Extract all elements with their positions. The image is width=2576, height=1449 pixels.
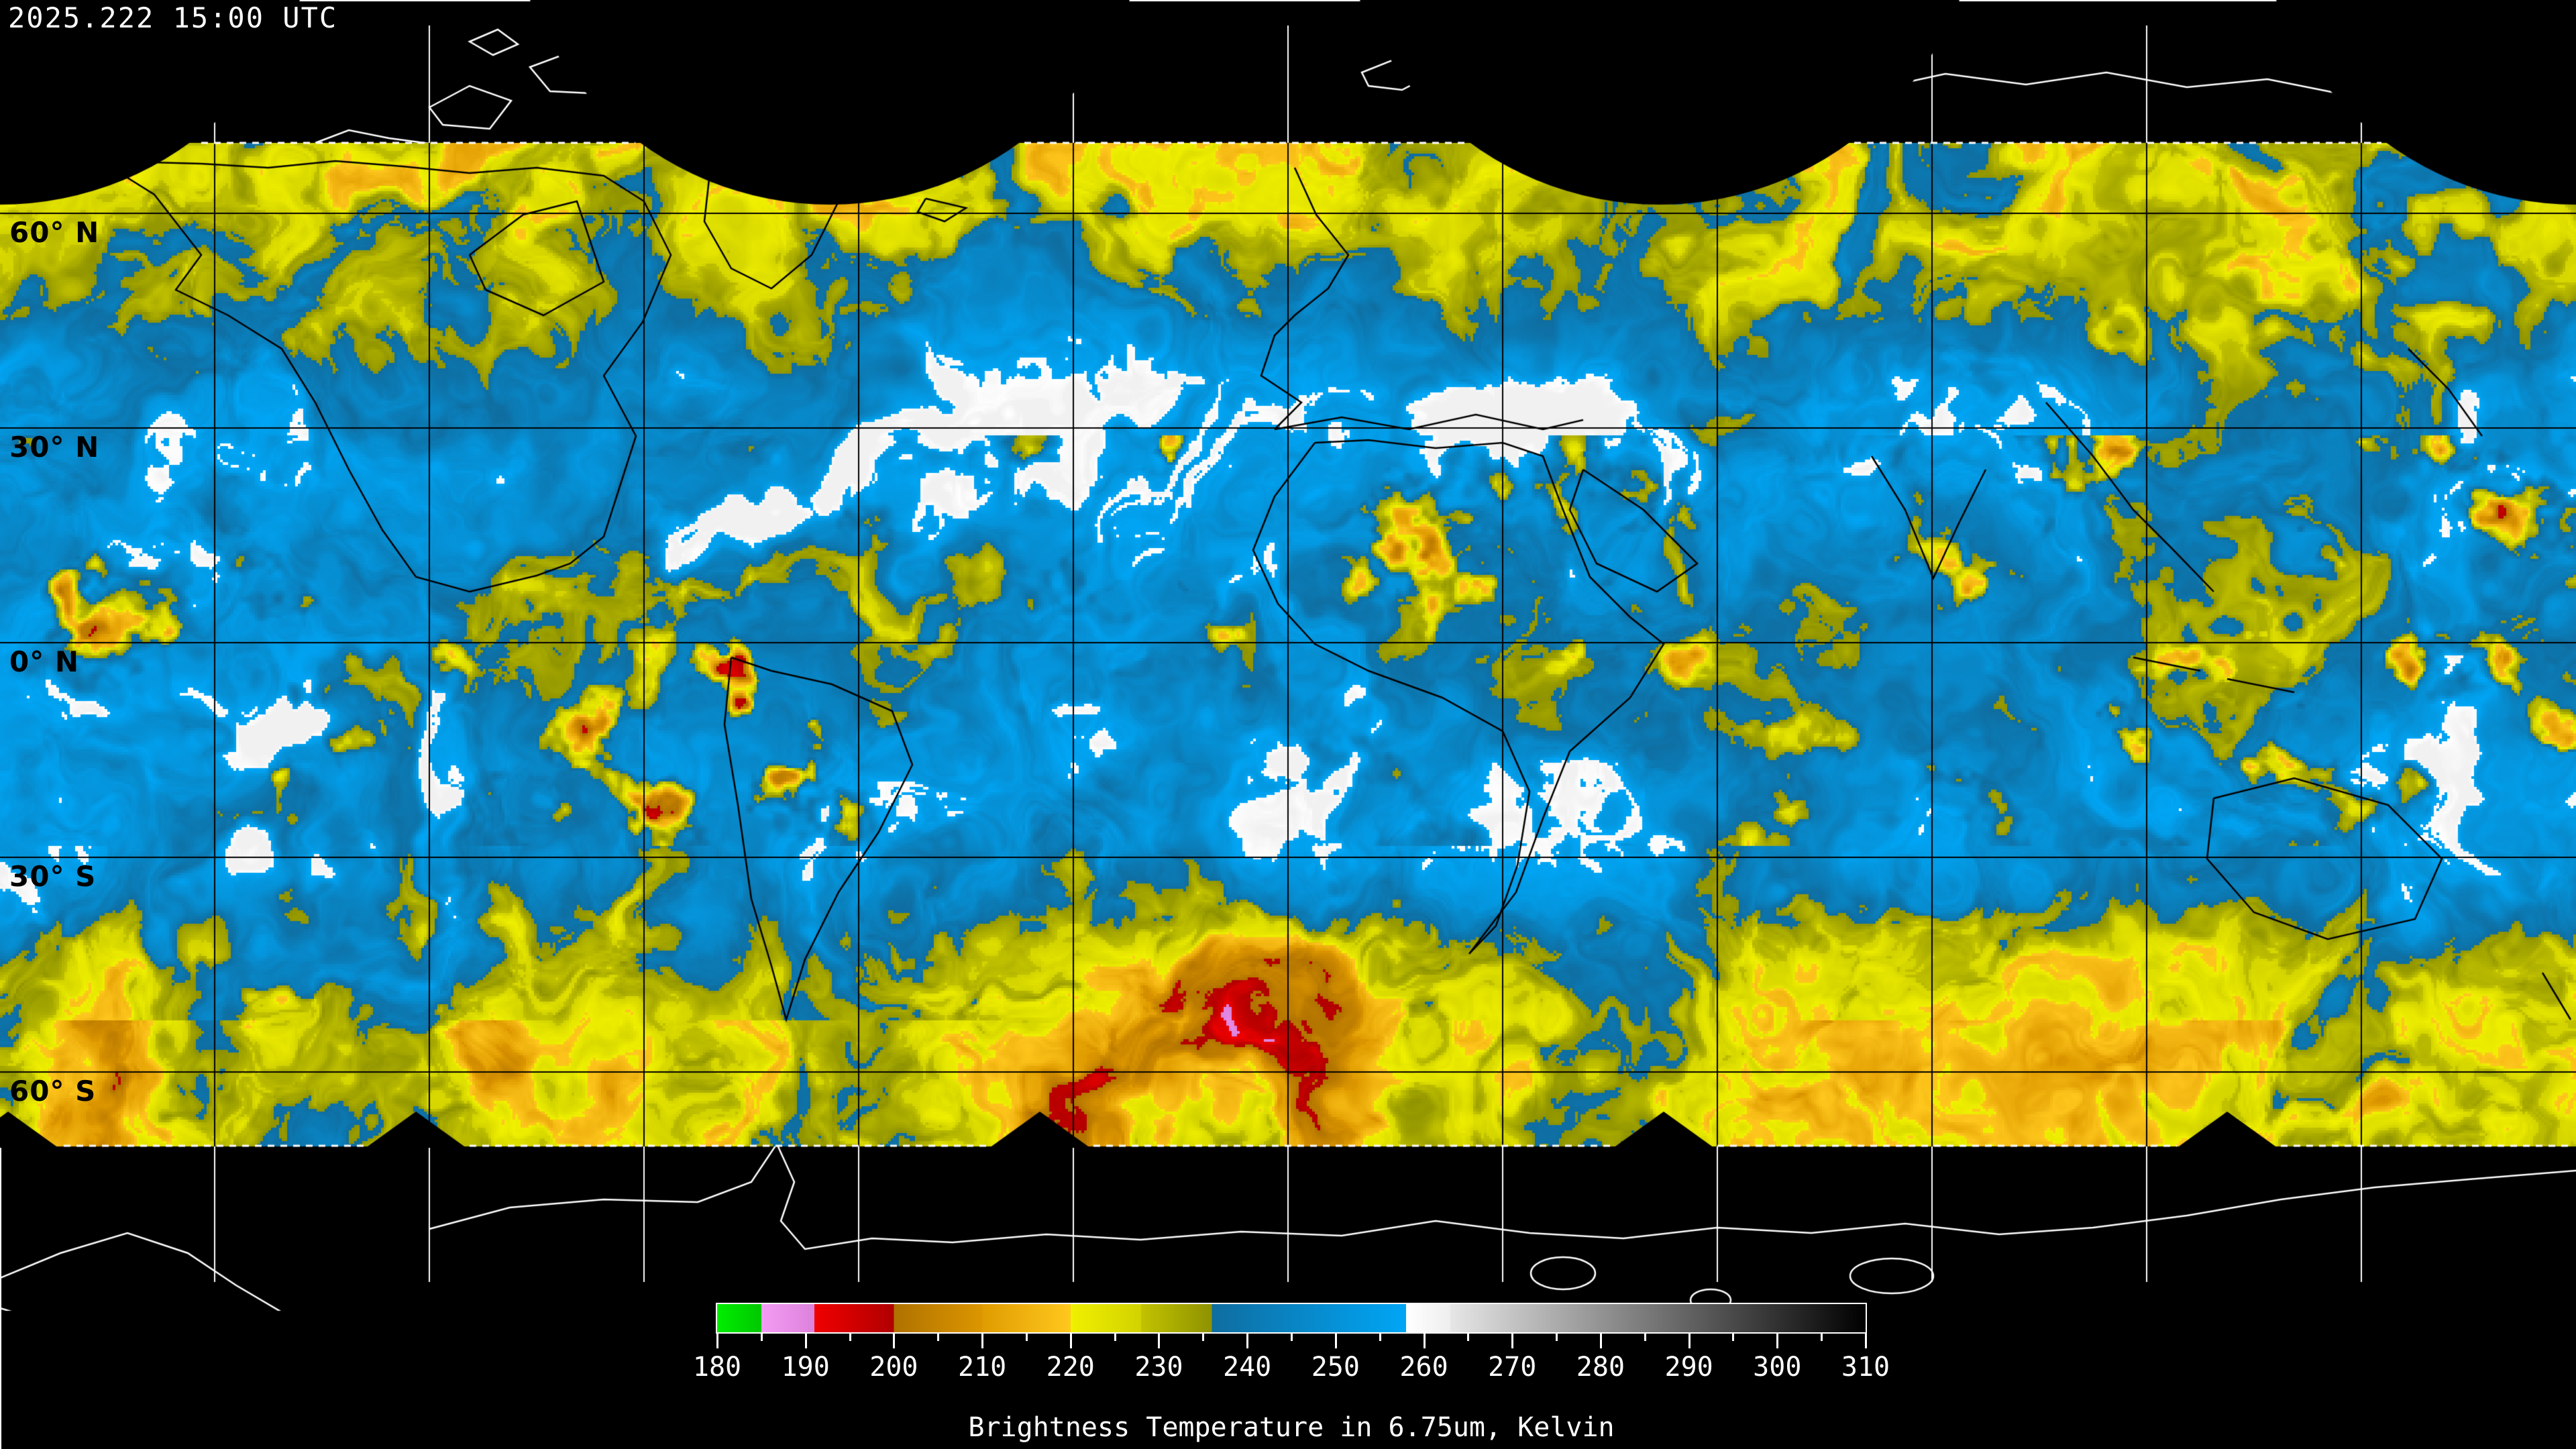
colorbar-tick-label: 250 (1311, 1352, 1360, 1383)
colorbar-minor-tick (1025, 1334, 1028, 1341)
latitude-label: 0° N (9, 645, 79, 678)
colorbar-minor-tick (937, 1334, 940, 1341)
colorbar-major-tick (981, 1334, 984, 1348)
colorbar-minor-tick (1821, 1334, 1823, 1341)
colorbar-tick-label: 180 (692, 1352, 742, 1383)
colorbar-tick-label: 220 (1046, 1352, 1095, 1383)
colorbar-tick-label: 270 (1488, 1352, 1537, 1383)
colorbar-major-tick (1334, 1334, 1337, 1348)
colorbar-major-tick (1511, 1334, 1514, 1348)
colorbar-major-tick (1688, 1334, 1690, 1348)
colorbar-tick-label: 260 (1399, 1352, 1448, 1383)
colorbar-major-tick (1158, 1334, 1161, 1348)
colorbar-tick-label: 280 (1576, 1352, 1625, 1383)
colorbar-tick-label: 240 (1223, 1352, 1272, 1383)
colorbar-tick-label: 190 (781, 1352, 830, 1383)
colorbar-minor-tick (1114, 1334, 1116, 1341)
latitude-label: 30° S (9, 860, 97, 893)
colorbar-major-tick (1423, 1334, 1426, 1348)
colorbar-minor-tick (1644, 1334, 1646, 1341)
latitude-label: 60° N (9, 216, 100, 249)
latitude-label: 30° N (9, 431, 100, 464)
colorbar-minor-tick (1202, 1334, 1205, 1341)
colorbar-minor-tick (849, 1334, 851, 1341)
colorbar-tick-label: 310 (1841, 1352, 1890, 1383)
colorbar-title: Brightness Temperature in 6.75um, Kelvin (968, 1412, 1615, 1443)
colorbar-tick-label: 300 (1753, 1352, 1802, 1383)
colorbar-gradient (717, 1304, 1866, 1332)
colorbar-minor-tick (1556, 1334, 1558, 1341)
colorbar-minor-tick (760, 1334, 763, 1341)
colorbar-major-tick (893, 1334, 896, 1348)
timestamp: 2025.222 15:00 UTC (8, 1, 338, 34)
latitude-label: 60° S (9, 1075, 97, 1108)
colorbar-tick-label: 210 (957, 1352, 1007, 1383)
colorbar-tick-label: 230 (1134, 1352, 1183, 1383)
colorbar-major-tick (1776, 1334, 1779, 1348)
colorbar-tick-label: 290 (1664, 1352, 1713, 1383)
colorbar-minor-tick (1732, 1334, 1735, 1341)
colorbar-major-tick (1069, 1334, 1072, 1348)
colorbar-major-tick (1599, 1334, 1602, 1348)
colorbar-major-tick (716, 1334, 718, 1348)
colorbar-tick-label: 200 (869, 1352, 918, 1383)
colorbar-bar (716, 1303, 1867, 1334)
colorbar-major-tick (1246, 1334, 1249, 1348)
colorbar-minor-tick (1291, 1334, 1293, 1341)
colorbar-major-tick (804, 1334, 807, 1348)
colorbar-minor-tick (1467, 1334, 1470, 1341)
colorbar-minor-tick (1379, 1334, 1381, 1341)
colorbar-major-tick (1865, 1334, 1867, 1348)
